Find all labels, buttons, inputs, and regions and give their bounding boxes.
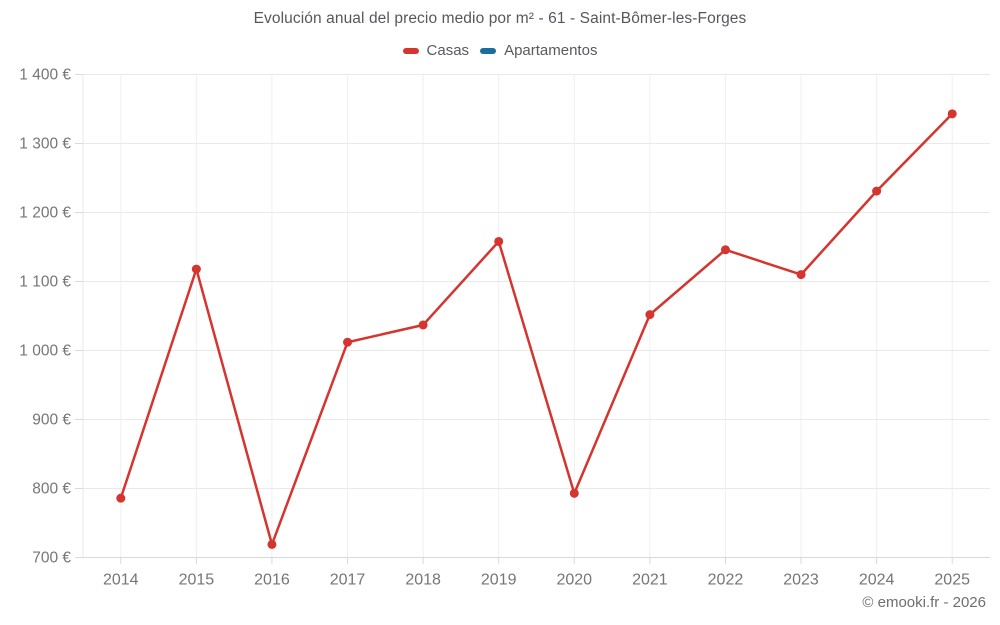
- casas-data-point-2024[interactable]: [872, 186, 882, 196]
- x-axis-label: 2020: [556, 572, 592, 589]
- y-axis-label: 1 000 €: [19, 343, 71, 360]
- casas-data-point-2019[interactable]: [494, 236, 504, 246]
- legend-item-casas[interactable]: Casas: [402, 42, 470, 59]
- casas-data-point-2017[interactable]: [343, 337, 353, 347]
- casas-color-swatch: [402, 47, 419, 54]
- chart-legend: Casas Apartamentos: [0, 42, 1000, 59]
- casas-data-point-2021[interactable]: [645, 310, 655, 320]
- legend-label-casas: Casas: [426, 42, 470, 59]
- x-axis-label: 2015: [179, 572, 215, 589]
- legend-label-apartamentos: Apartamentos: [504, 42, 598, 59]
- x-axis-label: 2014: [103, 572, 139, 589]
- casas-data-point-2025[interactable]: [947, 109, 957, 119]
- y-axis-label: 1 400 €: [19, 67, 71, 84]
- y-axis-label: 1 300 €: [19, 136, 71, 153]
- x-axis-label: 2021: [632, 572, 668, 589]
- casas-line-series: [119, 112, 954, 546]
- casas-data-point-2022[interactable]: [720, 245, 730, 255]
- x-axis-label: 2016: [254, 572, 290, 589]
- casas-data-point-2016[interactable]: [267, 539, 277, 549]
- chart-title: Evolución anual del precio medio por m² …: [253, 10, 747, 27]
- casas-data-point-2015[interactable]: [191, 264, 201, 274]
- y-axis-label: 900 €: [32, 412, 71, 429]
- apartamentos-color-swatch: [480, 47, 497, 54]
- y-axis-label: 800 €: [32, 481, 71, 498]
- legend-item-apartamentos[interactable]: Apartamentos: [480, 42, 597, 59]
- casas-data-point-2023[interactable]: [796, 270, 806, 280]
- y-axis-label: 1 100 €: [19, 274, 71, 291]
- attribution: © emooki.fr - 2026: [862, 594, 986, 611]
- casas-data-point-2020[interactable]: [569, 488, 579, 498]
- x-axis-label: 2024: [859, 572, 895, 589]
- y-axis-label: 1 200 €: [19, 205, 71, 222]
- casas-data-point-2018[interactable]: [418, 320, 428, 330]
- x-axis-label: 2019: [481, 572, 517, 589]
- x-axis-label: 2017: [330, 572, 366, 589]
- y-axis-label: 700 €: [32, 550, 71, 567]
- x-axis-label: 2025: [934, 572, 970, 589]
- x-axis-label: 2018: [405, 572, 441, 589]
- x-axis-label: 2023: [783, 572, 819, 589]
- x-axis-label: 2022: [708, 572, 744, 589]
- casas-data-point-2014[interactable]: [116, 493, 126, 503]
